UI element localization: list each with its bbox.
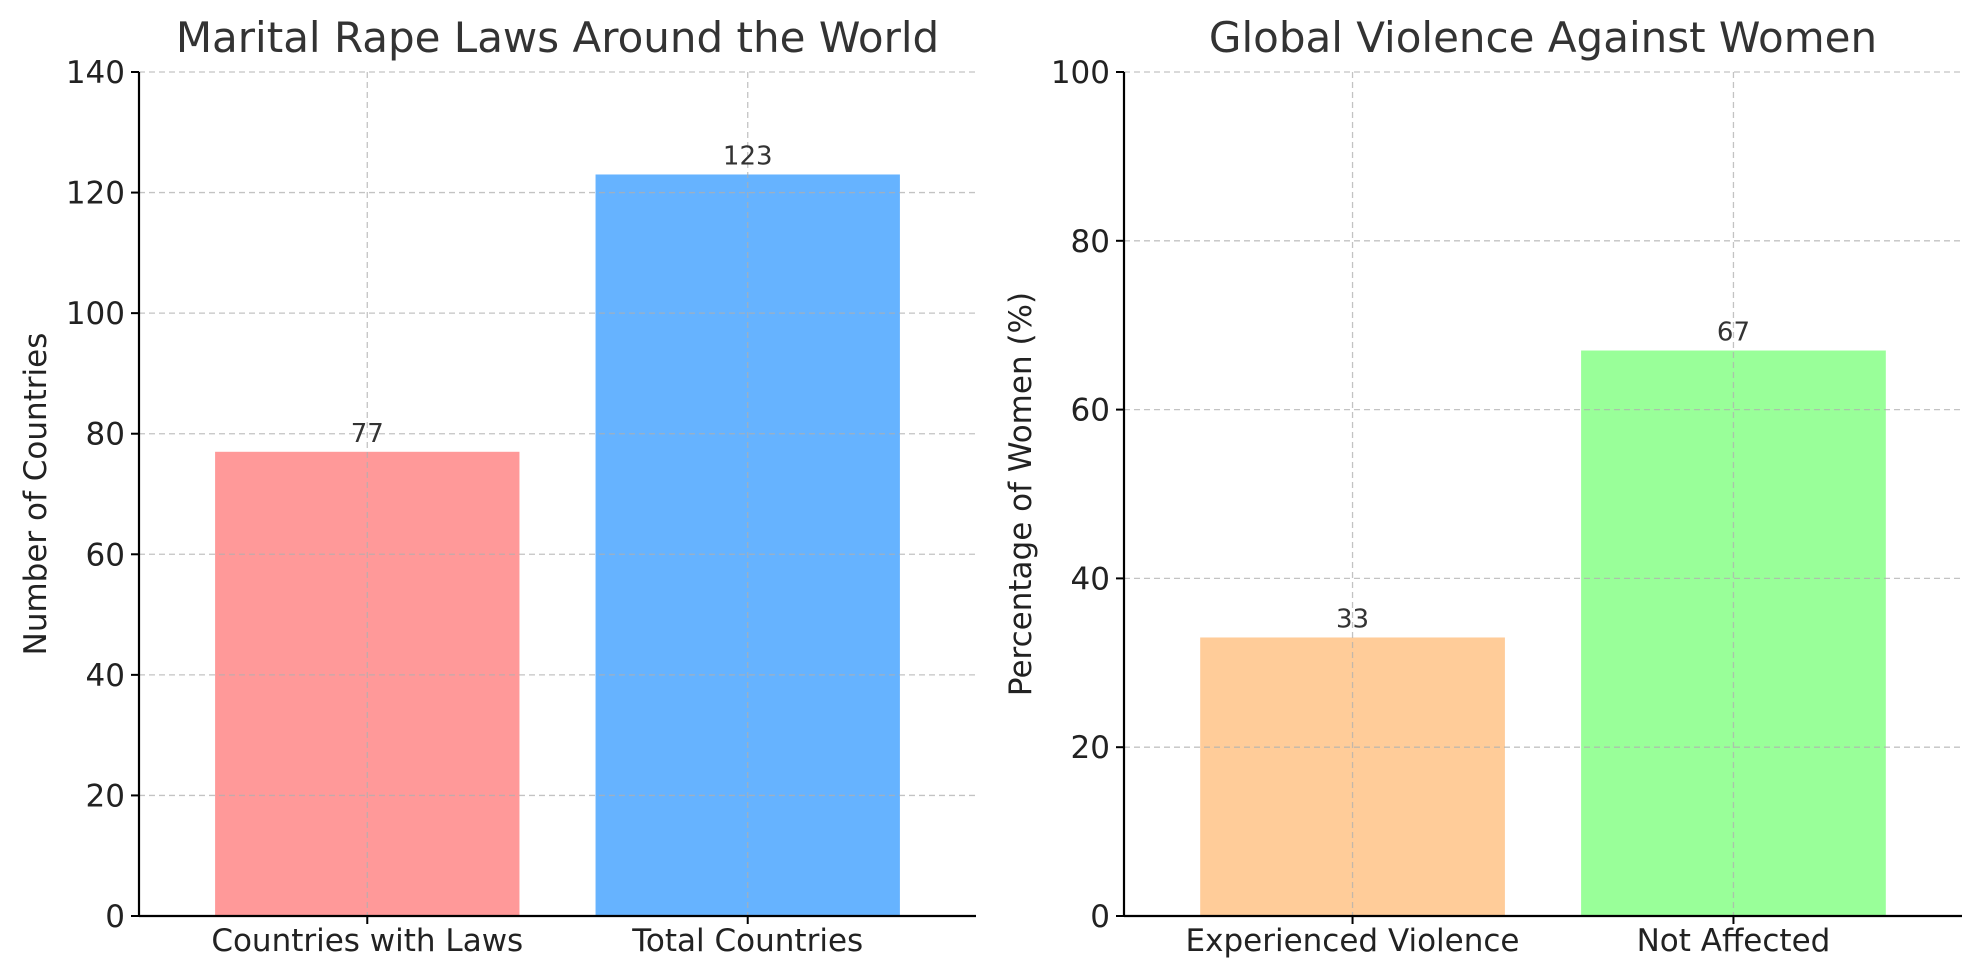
x-tick-label: Experienced Violence	[1186, 923, 1520, 959]
y-tick-label: 40	[86, 658, 125, 694]
y-tick-label: 40	[1071, 561, 1110, 597]
y-tick-label: 0	[1090, 899, 1110, 935]
y-tick-label: 0	[105, 899, 125, 935]
y-axis-label: Number of Countries	[18, 333, 54, 656]
x-tick-label: Not Affected	[1637, 923, 1831, 959]
data-label: 77	[351, 419, 384, 449]
data-label: 33	[1336, 604, 1369, 634]
x-tick-label: Countries with Laws	[211, 923, 523, 959]
y-tick-label: 120	[66, 176, 125, 212]
x-tick-label: Total Countries	[631, 923, 863, 959]
y-tick-label: 80	[86, 417, 125, 453]
y-tick-label: 80	[1071, 224, 1110, 260]
y-tick-label: 20	[86, 778, 125, 814]
data-label: 67	[1717, 318, 1750, 348]
data-label: 123	[723, 141, 773, 171]
y-tick-label: 100	[66, 296, 125, 332]
y-tick-label: 100	[1051, 55, 1110, 91]
y-axis-label: Percentage of Women (%)	[1003, 292, 1039, 696]
y-tick-label: 140	[66, 55, 125, 91]
y-tick-label: 20	[1071, 730, 1110, 766]
chart-title: Global Violence Against Women	[1209, 13, 1877, 62]
chart-title: Marital Rape Laws Around the World	[176, 13, 939, 62]
chart-violence-against-women: 0 20 40 60 80 100 Experienced Violence Not Affe…	[1003, 13, 1962, 959]
y-tick-label: 60	[86, 537, 125, 573]
y-tick-label: 60	[1071, 393, 1110, 429]
chart-marital-rape-laws: 0 20 40 60 80 100 120 140 Countries with Laws Tot…	[18, 13, 976, 959]
